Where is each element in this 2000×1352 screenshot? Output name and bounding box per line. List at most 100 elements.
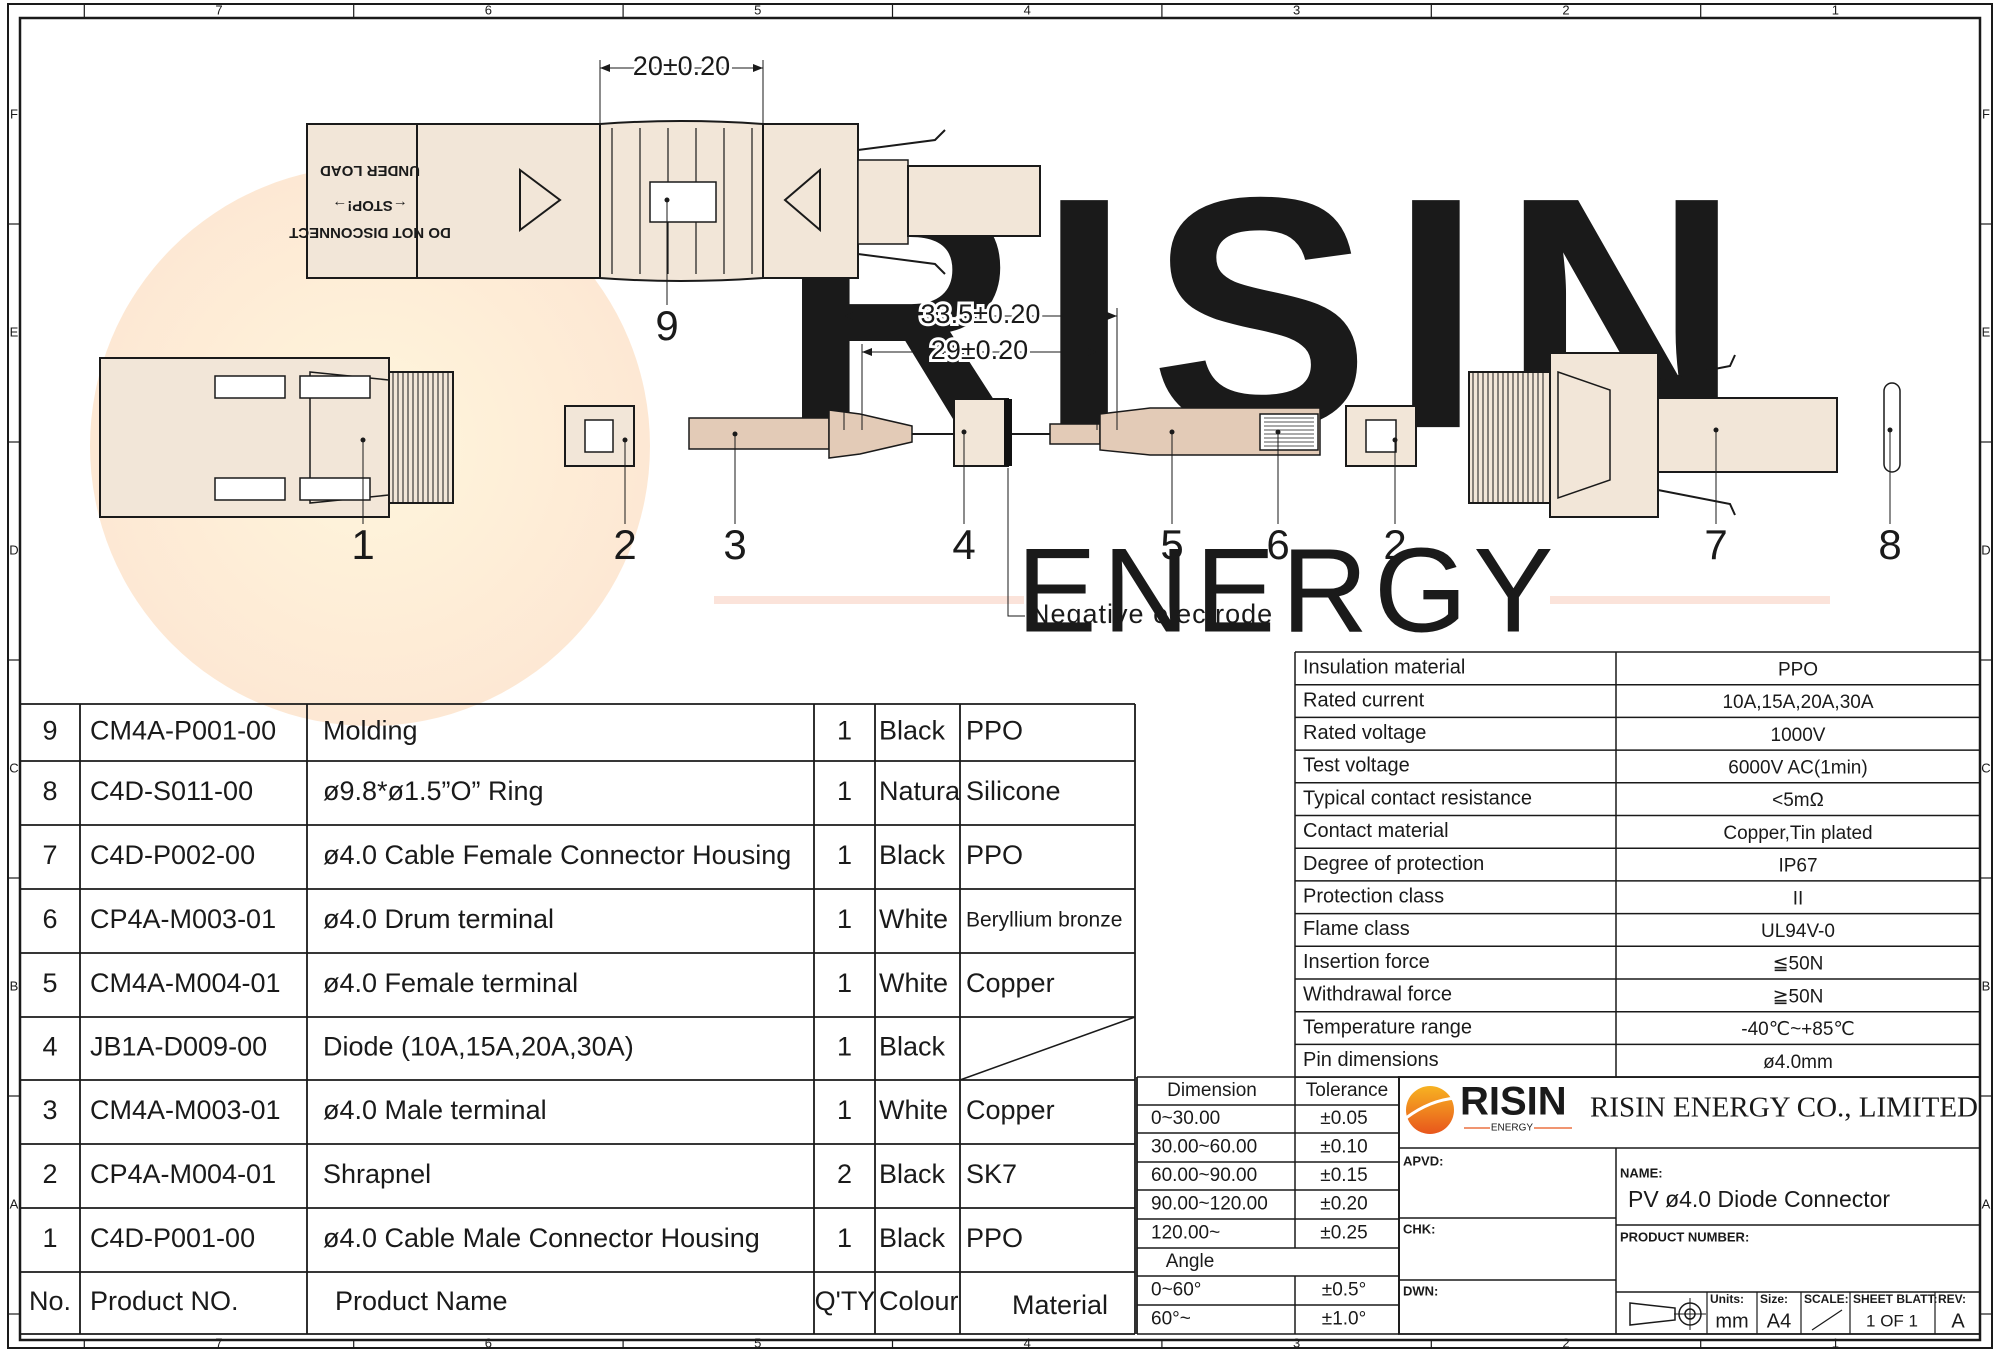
- bom-cell: Copper: [966, 968, 1055, 998]
- callout-number: 2: [613, 521, 636, 568]
- callout-number: 9: [655, 302, 678, 349]
- spec-key: Insulation material: [1303, 657, 1465, 679]
- field-value: 1 OF 1: [1866, 1311, 1918, 1330]
- bom-cell: Diode (10A,15A,20A,30A): [323, 1032, 634, 1062]
- zone-label: E: [1982, 324, 1991, 339]
- part-1-window: [299, 477, 371, 501]
- tolerance-cell: ±0.25: [1320, 1223, 1367, 1244]
- tolerance-cell: ±1.0°: [1322, 1309, 1366, 1330]
- bom-header: Product Name: [335, 1286, 508, 1316]
- scale-slash: [1811, 1309, 1843, 1331]
- bom-cell: 1: [837, 776, 852, 806]
- tolerance-header: Dimension: [1167, 1080, 1257, 1101]
- bom-cell: CP4A-M004-01: [90, 1159, 276, 1189]
- bom-cell: White: [879, 1095, 948, 1125]
- callout-number: 7: [1704, 521, 1727, 568]
- spec-key: Typical contact resistance: [1303, 787, 1532, 809]
- bom-cell: ø4.0 Drum terminal: [323, 904, 554, 934]
- logo-swoosh: [1405, 1096, 1457, 1120]
- watermark-text: ENERGY: [1017, 524, 1560, 658]
- field-label: SHEET BLATT:: [1853, 1292, 1937, 1306]
- bom-cell: 2: [42, 1159, 57, 1189]
- triangle-mark: [519, 168, 562, 232]
- leader-dot: [1713, 427, 1719, 433]
- zone-label: A: [1982, 1196, 1991, 1211]
- dimension-text: 33.5±0.20: [921, 299, 1041, 329]
- leader-dot: [732, 431, 738, 437]
- bom-cell: CM4A-P001-00: [90, 716, 276, 746]
- spec-value: UL94V-0: [1761, 921, 1835, 942]
- zone-label: 4: [1024, 2, 1031, 17]
- zone-label: 5: [754, 2, 761, 17]
- zone-label: 5: [754, 1335, 761, 1350]
- leader-dot: [1169, 429, 1175, 435]
- cable: [907, 165, 1041, 237]
- zone-label: B: [1982, 978, 1991, 993]
- bom-cell: Natura: [879, 776, 961, 806]
- housing-mark: UNDER LOAD: [320, 162, 420, 179]
- callout-number: 5: [1160, 521, 1183, 568]
- outer-frame: [7, 3, 1993, 1349]
- spec-value: II: [1793, 888, 1804, 909]
- zone-label: 1: [1832, 1335, 1839, 1350]
- leader-dot: [1392, 437, 1398, 443]
- zone-label: F: [1982, 106, 1990, 121]
- spec-key: Rated current: [1303, 689, 1425, 711]
- spec-key: Rated voltage: [1303, 722, 1426, 744]
- title-block: [1398, 1076, 1981, 1335]
- zone-label: 6: [485, 2, 492, 17]
- spec-value: ≧50N: [1773, 986, 1824, 1007]
- spec-value: Copper,Tin plated: [1723, 823, 1872, 844]
- tolerance-cell: 120.00~: [1151, 1223, 1220, 1244]
- field-label: CHK:: [1403, 1221, 1436, 1236]
- bom-cell: White: [879, 968, 948, 998]
- bom-cell: 7: [42, 840, 57, 870]
- spec-key: Contact material: [1303, 820, 1449, 842]
- spec-value: PPO: [1778, 659, 1818, 680]
- part-1-window: [214, 477, 286, 501]
- part-5-neck: [1049, 423, 1101, 445]
- tolerance-cell: ±0.5°: [1322, 1280, 1366, 1301]
- watermark-bar: [714, 596, 1024, 604]
- spec-key: Pin dimensions: [1303, 1049, 1439, 1071]
- bom-cell: C4D-P002-00: [90, 840, 255, 870]
- spec-key: Flame class: [1303, 918, 1410, 940]
- empty-cell-slash: [959, 1016, 1136, 1081]
- callout-number: 6: [1266, 521, 1289, 568]
- housing-mark: ←STOP!→: [332, 197, 408, 214]
- latch-arm: [1657, 354, 1736, 516]
- spec-key: Degree of protection: [1303, 853, 1484, 875]
- bom-cell: 3: [42, 1095, 57, 1125]
- part-4-band: [1004, 399, 1012, 466]
- bom-cell: Molding: [323, 716, 418, 746]
- spec-value: 10A,15A,20A,30A: [1722, 692, 1873, 713]
- dimension-text: 20±0.20: [633, 51, 730, 81]
- bom-cell: ø4.0 Cable Female Connector Housing: [323, 840, 791, 870]
- bom-cell: Colour: [879, 1286, 959, 1316]
- bom-cell: 8: [42, 776, 57, 806]
- zone-label: 7: [215, 2, 222, 17]
- zone-label: D: [9, 542, 18, 557]
- zone-label: B: [10, 978, 19, 993]
- housing-body: [416, 123, 601, 279]
- part-2-window: [584, 419, 614, 453]
- spec-key: Temperature range: [1303, 1016, 1472, 1038]
- logo-text: RISIN: [1460, 1080, 1567, 1124]
- bom-cell: Silicone: [966, 776, 1061, 806]
- spec-value: 6000V AC(1min): [1728, 757, 1867, 778]
- field-label: Size:: [1760, 1292, 1788, 1306]
- housing-body: [306, 123, 418, 279]
- callout-number: 8: [1878, 521, 1901, 568]
- bom-cell: SK7: [966, 1159, 1017, 1189]
- tolerance-cell: ±0.05: [1320, 1108, 1367, 1129]
- bom-cell: 6: [42, 904, 57, 934]
- bom-cell: CM4A-M003-01: [90, 1095, 281, 1125]
- part-7-body: [1549, 352, 1659, 518]
- bom-cell: ø9.8*ø1.5”O” Ring: [323, 776, 544, 806]
- zone-label: 3: [1293, 2, 1300, 17]
- bom-cell: C4D-P001-00: [90, 1223, 255, 1253]
- bom-cell: No.: [29, 1286, 71, 1316]
- callout-number: 3: [723, 521, 746, 568]
- triangle-mark: [783, 167, 821, 233]
- watermark-bar: [1550, 596, 1830, 604]
